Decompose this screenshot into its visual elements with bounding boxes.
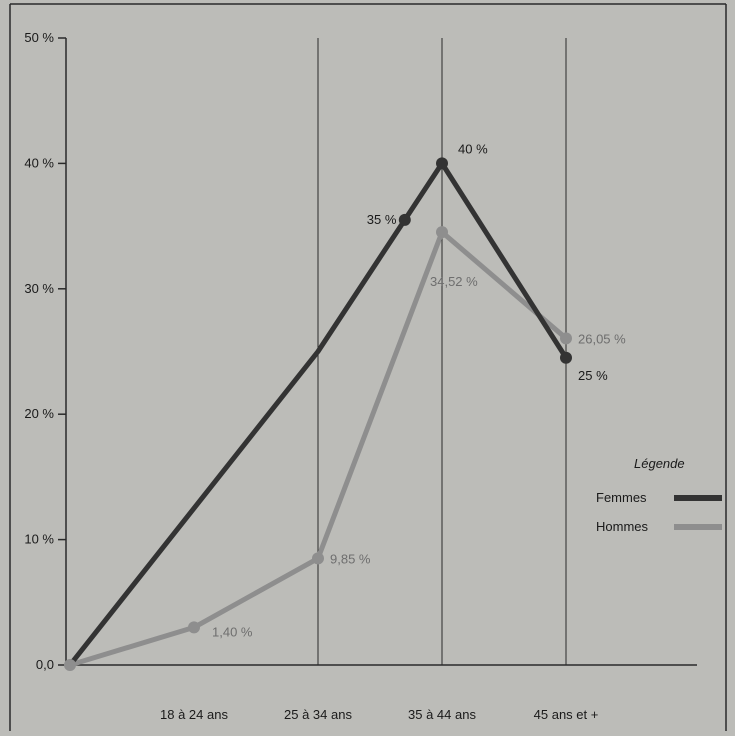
data-label-hommes: 26,05 % (578, 331, 626, 346)
y-tick-label: 20 % (24, 406, 54, 421)
label-layer: 35 % 40 % 25 % 1,40 % 9,85 % 34,52 % 26,05 % (212, 141, 626, 639)
data-label-femmes: 35 % (367, 212, 397, 227)
data-point-femmes (398, 213, 411, 226)
data-label-hommes: 34,52 % (430, 274, 478, 289)
x-tick-label: 25 à 34 ans (284, 707, 352, 722)
y-tick-label: 50 % (24, 30, 54, 45)
legend-label-femmes: Femmes (596, 490, 647, 505)
y-tick-label: 10 % (24, 532, 54, 547)
data-label-hommes: 1,40 % (212, 624, 253, 639)
x-tick-label: 18 à 24 ans (160, 707, 228, 722)
data-label-hommes: 9,85 % (330, 551, 371, 566)
data-point-hommes (64, 659, 76, 671)
legend-title: Légende (634, 456, 685, 471)
data-point-hommes (312, 552, 324, 565)
grid-layer (317, 38, 567, 665)
y-tick-label: 0,0 (36, 657, 54, 672)
axis-layer: 0,0 10 % 20 % 30 % 40 % 50 % 18 à 24 ans 25 à 3… (24, 30, 697, 722)
series-layer (64, 157, 572, 671)
data-point-hommes (560, 332, 572, 345)
data-point-hommes (188, 621, 200, 634)
legend: Légende Femmes Hommes (596, 456, 722, 534)
data-point-hommes (436, 226, 448, 239)
data-label-femmes: 25 % (578, 368, 608, 383)
y-tick-label: 40 % (24, 155, 54, 170)
x-tick-label: 45 ans et + (534, 707, 599, 722)
legend-label-hommes: Hommes (596, 519, 649, 534)
y-tick-label: 30 % (24, 281, 54, 296)
data-label-femmes: 40 % (458, 141, 488, 156)
data-point-femmes (560, 351, 572, 364)
x-tick-label: 35 à 44 ans (408, 707, 476, 722)
data-point-femmes (436, 157, 448, 170)
